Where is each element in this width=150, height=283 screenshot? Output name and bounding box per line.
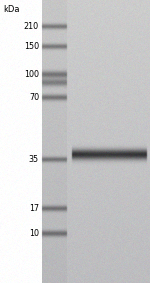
Text: 35: 35 bbox=[29, 155, 39, 164]
Text: kDa: kDa bbox=[3, 5, 20, 14]
Text: 70: 70 bbox=[29, 93, 39, 102]
Text: 100: 100 bbox=[24, 70, 39, 80]
Text: 17: 17 bbox=[29, 203, 39, 213]
Text: 10: 10 bbox=[29, 229, 39, 238]
Text: 150: 150 bbox=[24, 42, 39, 51]
Text: 210: 210 bbox=[24, 22, 39, 31]
